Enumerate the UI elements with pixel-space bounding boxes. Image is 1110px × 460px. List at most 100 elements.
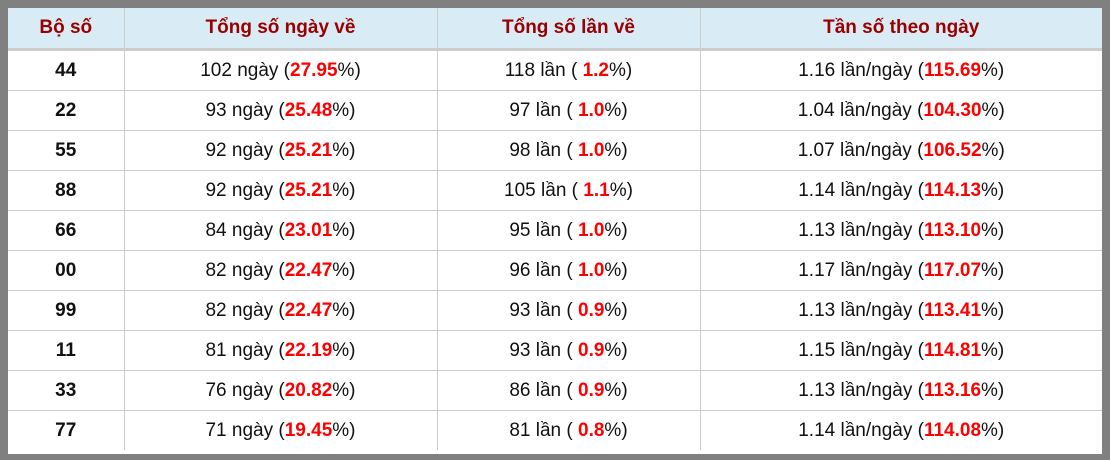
lan-percent: 1.2 [582, 59, 609, 81]
lan-ve-cell: 93 lần ( 0.9%) [437, 330, 701, 371]
ngay-percent: 27.95 [290, 59, 338, 81]
tan-so-unit: lần/ngày [840, 339, 913, 361]
tan-so-value: 1.13 [798, 379, 836, 401]
ngay-ve-cell: 92 ngày (25.21%) [124, 130, 438, 171]
tan-so-unit: lần/ngày [839, 99, 912, 121]
table-row: 55 92 ngày (25.21%) 98 lần ( 1.0%) 1.07 lần… [8, 130, 1102, 171]
lan-percent: 1.1 [583, 179, 610, 201]
tan-so-unit: lần/ngày [840, 259, 913, 281]
ngay-unit: ngày [231, 139, 274, 161]
tan-so-value: 1.13 [798, 299, 836, 321]
lan-count: 93 [509, 339, 531, 361]
table-row: 33 76 ngày (20.82%) 86 lần ( 0.9%) 1.13 lần… [8, 370, 1102, 411]
ngay-ve-cell: 76 ngày (20.82%) [124, 370, 438, 411]
lan-unit: lần [540, 59, 566, 81]
ngay-percent: 22.47 [284, 259, 333, 281]
tan-so-unit: lần/ngày [840, 379, 913, 401]
tan-so-cell: 1.16 lần/ngày (115.69%) [700, 49, 1102, 91]
ngay-unit: ngày [231, 379, 274, 401]
ngay-count: 71 [205, 419, 227, 441]
ngay-count: 102 [200, 59, 232, 81]
table-row: 77 71 ngày (19.45%) 81 lần ( 0.8%) 1.14 lần… [8, 410, 1102, 450]
tan-so-cell: 1.17 lần/ngày (117.07%) [700, 250, 1102, 291]
lan-unit: lần [535, 219, 562, 241]
lan-ve-cell: 97 lần ( 1.0%) [437, 90, 701, 131]
lan-percent: 1.0 [578, 139, 605, 161]
lan-unit: lần [535, 259, 562, 281]
bo-so-cell: 33 [8, 370, 125, 411]
ngay-unit: ngày [231, 339, 274, 361]
ngay-count: 92 [205, 179, 227, 201]
ngay-ve-cell: 93 ngày (25.48%) [124, 90, 438, 131]
lan-ve-cell: 93 lần ( 0.9%) [437, 290, 701, 331]
lan-unit: lần [535, 379, 562, 401]
ngay-ve-cell: 82 ngày (22.47%) [124, 250, 438, 291]
lan-ve-cell: 86 lần ( 0.9%) [437, 370, 701, 411]
bo-so-cell: 44 [8, 49, 125, 91]
tan-so-cell: 1.14 lần/ngày (114.13%) [700, 170, 1102, 211]
tan-so-cell: 1.04 lần/ngày (104.30%) [700, 90, 1102, 131]
tan-so-cell: 1.15 lần/ngày (114.81%) [700, 330, 1102, 371]
ngay-count: 82 [205, 299, 227, 321]
tan-so-value: 1.14 [798, 419, 836, 441]
tan-so-unit: lần/ngày [840, 219, 913, 241]
ngay-count: 84 [205, 219, 227, 241]
lan-count: 96 [509, 259, 531, 281]
table-row: 66 84 ngày (23.01%) 95 lần ( 1.0%) 1.13 lần… [8, 210, 1102, 251]
tan-so-value: 1.16 [798, 59, 836, 81]
tan-so-cell: 1.13 lần/ngày (113.10%) [700, 210, 1102, 251]
ngay-unit: ngày [231, 99, 274, 121]
header-row: Bộ số Tổng số ngày về Tổng số lần về Tần… [8, 8, 1102, 51]
ngay-ve-cell: 92 ngày (25.21%) [124, 170, 438, 211]
lan-ve-cell: 95 lần ( 1.0%) [437, 210, 701, 251]
tan-so-unit: lần/ngày [840, 179, 913, 201]
tan-so-percent: 117.07 [923, 259, 982, 281]
bo-so-cell: 22 [8, 90, 125, 131]
tan-so-value: 1.04 [797, 99, 835, 121]
lan-percent: 1.0 [578, 219, 605, 241]
stats-table: Bộ số Tổng số ngày về Tổng số lần về Tần… [8, 8, 1102, 450]
tan-so-unit: lần/ngày [840, 419, 913, 441]
ngay-ve-cell: 84 ngày (23.01%) [124, 210, 438, 251]
ngay-count: 82 [205, 259, 227, 281]
lan-percent: 1.0 [578, 99, 605, 121]
tan-so-percent: 113.10 [923, 219, 982, 241]
ngay-count: 81 [205, 339, 227, 361]
lan-unit: lần [541, 179, 567, 201]
ngay-ve-cell: 82 ngày (22.47%) [124, 290, 438, 331]
table-row: 44 102 ngày (27.95%) 118 lần ( 1.2%) 1.16 l… [8, 49, 1102, 91]
header-bo-so: Bộ số [8, 8, 125, 51]
tan-so-cell: 1.07 lần/ngày (106.52%) [700, 130, 1102, 171]
tan-so-percent: 106.52 [923, 139, 982, 161]
tan-so-value: 1.07 [797, 139, 835, 161]
lan-ve-cell: 96 lần ( 1.0%) [437, 250, 701, 291]
lan-percent: 0.9 [578, 299, 605, 321]
header-tong-so-lan-ve: Tổng số lần về [437, 8, 701, 51]
bo-so-cell: 11 [8, 330, 125, 371]
table-row: 22 93 ngày (25.48%) 97 lần ( 1.0%) 1.04 lần… [8, 90, 1102, 131]
lan-unit: lần [535, 339, 562, 361]
ngay-percent: 22.47 [284, 299, 333, 321]
ngay-ve-cell: 102 ngày (27.95%) [124, 49, 438, 91]
lan-count: 81 [509, 419, 531, 441]
lan-unit: lần [535, 299, 562, 321]
ngay-unit: ngày [231, 179, 274, 201]
ngay-count: 76 [205, 379, 227, 401]
table-row: 11 81 ngày (22.19%) 93 lần ( 0.9%) 1.15 lần… [8, 330, 1102, 371]
tan-so-percent: 113.16 [923, 379, 982, 401]
table-row: 99 82 ngày (22.47%) 93 lần ( 0.9%) 1.13 lần… [8, 290, 1102, 331]
table-row: 88 92 ngày (25.21%) 105 lần ( 1.1%) 1.14 lầ… [8, 170, 1102, 211]
ngay-percent: 20.82 [284, 379, 333, 401]
tan-so-value: 1.17 [798, 259, 836, 281]
lan-count: 98 [509, 139, 531, 161]
header-tong-so-ngay-ve: Tổng số ngày về [124, 8, 438, 51]
ngay-percent: 23.01 [284, 219, 333, 241]
lan-ve-cell: 81 lần ( 0.8%) [437, 410, 701, 450]
tan-so-unit: lần/ngày [840, 59, 913, 81]
ngay-unit: ngày [231, 299, 274, 321]
bo-so-cell: 66 [8, 210, 125, 251]
ngay-unit: ngày [237, 59, 279, 81]
tan-so-unit: lần/ngày [840, 299, 913, 321]
tan-so-value: 1.13 [798, 219, 836, 241]
ngay-percent: 19.45 [284, 419, 333, 441]
